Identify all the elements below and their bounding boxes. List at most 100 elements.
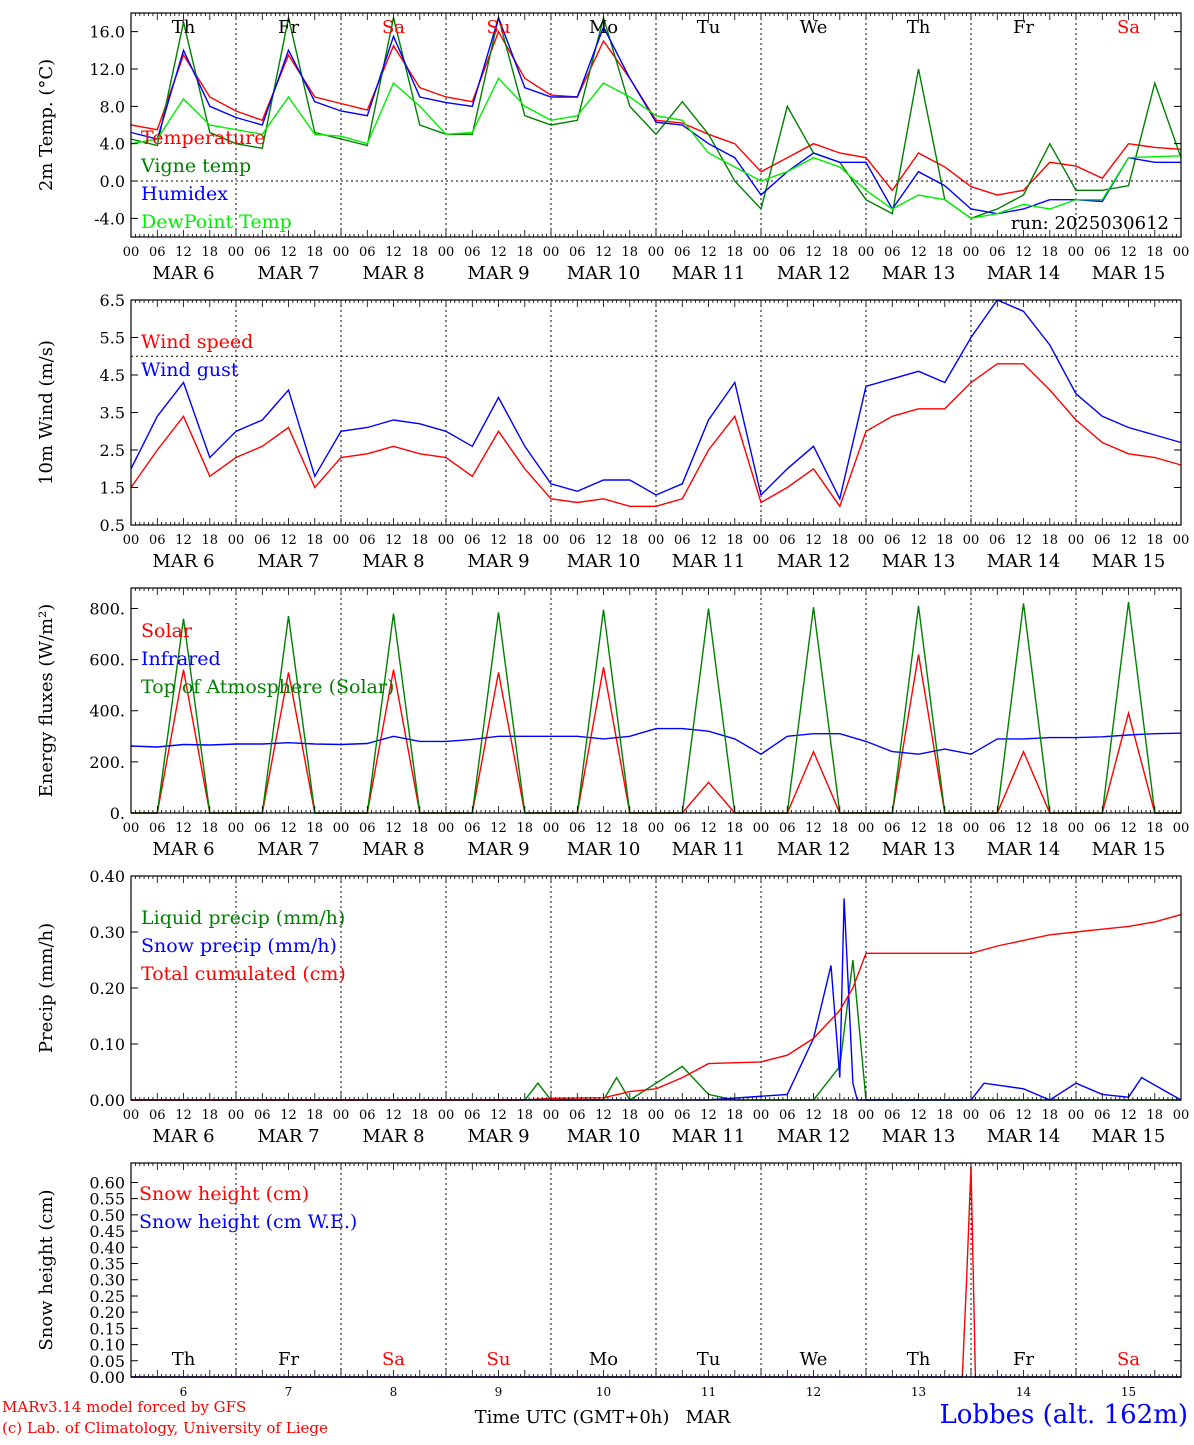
y-tick-label: 4.5 xyxy=(100,366,125,385)
y-tick-label: 0.0 xyxy=(100,172,125,191)
hour-label: 12 xyxy=(385,1108,402,1123)
hour-label: 00 xyxy=(648,245,665,260)
hour-label: 06 xyxy=(149,245,166,260)
x-ticks xyxy=(130,1163,1182,1377)
date-label: MAR 14 xyxy=(987,1126,1061,1147)
hour-label: 12 xyxy=(1015,1108,1032,1123)
hour-label: 12 xyxy=(910,533,927,548)
hour-label: 12 xyxy=(1120,1108,1137,1123)
precip-panel: 0.00 0.10 0.20 0.30 0.40 Precip (mm/h) Liquid … xyxy=(36,867,1189,1147)
hour-label: 18 xyxy=(936,1108,953,1123)
hour-label: 06 xyxy=(989,533,1006,548)
hour-label: 00 xyxy=(1173,245,1190,260)
y-tick-label: 16.0 xyxy=(89,23,125,42)
hour-label: 18 xyxy=(831,821,848,836)
weekday-label: Mo xyxy=(589,17,618,38)
hour-label: 18 xyxy=(201,821,218,836)
y-tick-label: 600. xyxy=(89,651,125,670)
hour-label: 12 xyxy=(1015,821,1032,836)
legend-entry: Snow precip (mm/h) xyxy=(141,935,337,957)
hour-label: 00 xyxy=(228,1108,245,1123)
hour-label: 12 xyxy=(910,245,927,260)
weekday-label: Su xyxy=(487,17,511,38)
hour-label: 00 xyxy=(858,245,875,260)
hour-label: 12 xyxy=(490,1108,507,1123)
y-tick-label: 0.10 xyxy=(89,1035,125,1054)
weekday-label: Su xyxy=(487,1349,511,1370)
weekday-label: Sa xyxy=(382,17,405,38)
hour-label: 12 xyxy=(805,821,822,836)
hour-label: 18 xyxy=(1146,821,1163,836)
hour-label: 12 xyxy=(805,1108,822,1123)
series-humidex xyxy=(130,15,1181,215)
date-label: MAR 12 xyxy=(777,551,851,572)
y-tick-label: 6.5 xyxy=(100,291,125,310)
hour-label: 18 xyxy=(831,1108,848,1123)
y-tick-label: 0.30 xyxy=(89,923,125,942)
hour-label: 06 xyxy=(884,245,901,260)
date-label: MAR 13 xyxy=(882,551,956,572)
hour-label: 12 xyxy=(175,1108,192,1123)
legend-entry: Wind gust xyxy=(141,359,239,381)
hour-label: 00 xyxy=(648,533,665,548)
date-label: MAR 12 xyxy=(777,1126,851,1147)
hour-label: 06 xyxy=(359,533,376,548)
date-label: MAR 8 xyxy=(362,839,424,860)
date-label: MAR 8 xyxy=(362,1126,424,1147)
date-label: MAR 12 xyxy=(777,263,851,284)
hour-label: 00 xyxy=(753,245,770,260)
day-number: 10 xyxy=(596,1385,611,1399)
hour-label: 12 xyxy=(1120,533,1137,548)
y-tick-label: 0.5 xyxy=(100,516,125,535)
hour-label: 18 xyxy=(306,245,323,260)
hour-label: 18 xyxy=(831,533,848,548)
date-label: MAR 10 xyxy=(567,839,641,860)
hour-label: 00 xyxy=(228,821,245,836)
weekday-label: Fr xyxy=(278,17,299,38)
hour-label: 00 xyxy=(438,533,455,548)
hour-label: 12 xyxy=(280,533,297,548)
hour-label: 12 xyxy=(595,1108,612,1123)
legend-entry: Total cumulated (cm) xyxy=(141,963,346,985)
hour-label: 00 xyxy=(123,533,140,548)
hour-label: 06 xyxy=(359,821,376,836)
hour-label: 18 xyxy=(1146,1108,1163,1123)
hour-label: 06 xyxy=(254,821,271,836)
hour-label: 00 xyxy=(543,245,560,260)
date-label: MAR 13 xyxy=(882,839,956,860)
weekday-label: Sa xyxy=(1117,17,1140,38)
hour-label: 06 xyxy=(569,1108,586,1123)
hour-label: 00 xyxy=(543,1108,560,1123)
date-label: MAR 6 xyxy=(152,839,214,860)
day-number: 15 xyxy=(1121,1385,1136,1399)
y-tick-label: 0.05 xyxy=(89,1352,125,1371)
hour-label: 00 xyxy=(123,245,140,260)
y-tick-label: 4.0 xyxy=(100,135,125,154)
weekday-label: Fr xyxy=(1013,17,1034,38)
hour-label: 06 xyxy=(149,821,166,836)
hour-label: 18 xyxy=(726,533,743,548)
hour-label: 12 xyxy=(910,821,927,836)
date-label: MAR 11 xyxy=(672,839,746,860)
hour-label: 18 xyxy=(1041,821,1058,836)
hour-label: 12 xyxy=(805,533,822,548)
date-label: MAR 11 xyxy=(672,551,746,572)
hour-label: 06 xyxy=(674,245,691,260)
hour-label: 18 xyxy=(1146,245,1163,260)
y-axis-title: 10m Wind (m/s) xyxy=(36,340,57,485)
hour-label: 06 xyxy=(359,1108,376,1123)
hour-label: 18 xyxy=(1041,245,1058,260)
hour-label: 00 xyxy=(1068,821,1085,836)
hour-label: 18 xyxy=(621,821,638,836)
hour-label: 06 xyxy=(569,533,586,548)
y-tick-label: 0.30 xyxy=(89,1271,125,1290)
hour-label: 12 xyxy=(805,245,822,260)
hour-label: 00 xyxy=(438,1108,455,1123)
date-label: MAR 7 xyxy=(257,263,319,284)
weekday-label: Tu xyxy=(697,17,721,38)
hour-label: 18 xyxy=(621,245,638,260)
hour-label: 12 xyxy=(700,533,717,548)
hour-label: 18 xyxy=(1146,533,1163,548)
model-credit: MARv3.14 model forced by GFS xyxy=(2,1398,247,1416)
